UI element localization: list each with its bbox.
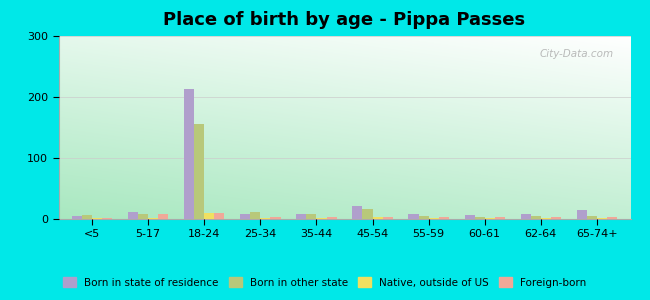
Bar — [148, 218, 159, 219]
Bar — [439, 217, 448, 219]
Bar — [607, 217, 617, 219]
Bar — [159, 214, 168, 219]
Bar — [474, 217, 485, 219]
Bar — [194, 124, 204, 219]
Bar — [261, 218, 270, 219]
Bar — [92, 218, 102, 219]
Bar — [577, 210, 587, 219]
Bar — [551, 217, 561, 219]
Bar — [317, 218, 326, 219]
Bar — [363, 208, 372, 219]
Title: Place of birth by age - Pippa Passes: Place of birth by age - Pippa Passes — [163, 11, 526, 29]
Bar — [270, 217, 281, 219]
Bar — [352, 206, 363, 219]
Bar — [296, 214, 306, 219]
Bar — [128, 212, 138, 219]
Bar — [214, 213, 224, 219]
Bar — [465, 215, 474, 219]
Bar — [521, 214, 530, 219]
Bar — [72, 216, 82, 219]
Bar — [240, 214, 250, 219]
Bar — [204, 213, 214, 219]
Bar — [138, 214, 148, 219]
Bar — [82, 215, 92, 219]
Bar — [306, 214, 317, 219]
Bar — [326, 217, 337, 219]
Bar — [419, 216, 428, 219]
Bar — [408, 214, 419, 219]
Bar — [383, 217, 393, 219]
Bar — [428, 218, 439, 219]
Bar — [597, 218, 607, 219]
Bar — [184, 89, 194, 219]
Bar — [495, 217, 505, 219]
Bar — [372, 217, 383, 219]
Bar — [541, 218, 551, 219]
Bar — [587, 216, 597, 219]
Bar — [530, 216, 541, 219]
Bar — [250, 212, 261, 219]
Text: City-Data.com: City-Data.com — [540, 49, 614, 59]
Legend: Born in state of residence, Born in other state, Native, outside of US, Foreign-: Born in state of residence, Born in othe… — [59, 273, 591, 292]
Bar — [102, 218, 112, 219]
Bar — [485, 218, 495, 219]
